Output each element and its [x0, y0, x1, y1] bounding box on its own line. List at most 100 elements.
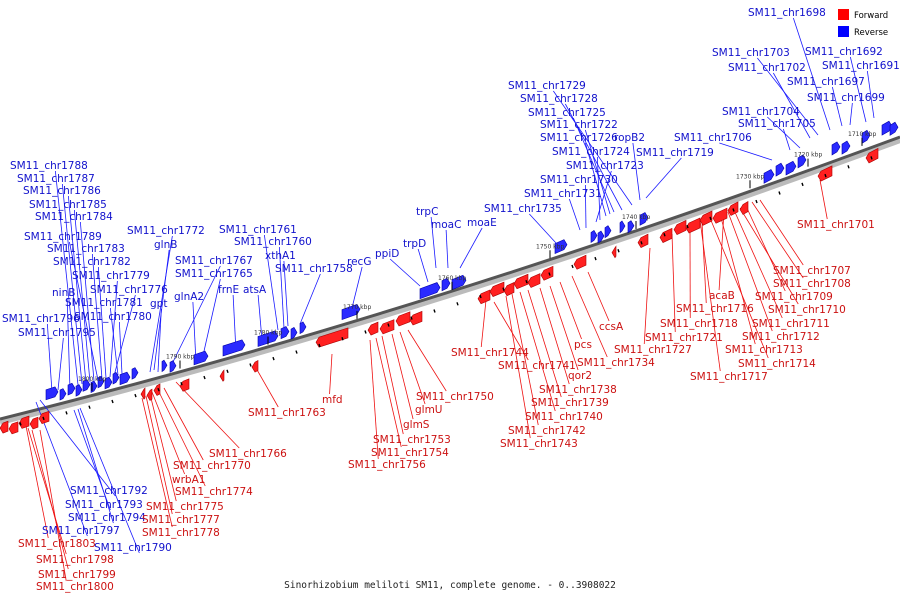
gene-label-sm11-chr1792[interactable]: SM11_chr1792 [70, 485, 148, 497]
gene-label-sm11-chr1750[interactable]: SM11_chr1750 [416, 391, 494, 403]
gene-label-sm11-chr1763[interactable]: SM11_chr1763 [248, 407, 326, 419]
gene-label-sm11-chr1743[interactable]: SM11_chr1743 [500, 438, 578, 450]
gene-arrow[interactable] [409, 310, 423, 326]
gene-arrow[interactable] [193, 350, 209, 366]
gene-label-sm11-chr1702[interactable]: SM11_chr1702 [728, 62, 806, 74]
gene-arrow[interactable] [169, 360, 177, 373]
gene-arrow[interactable] [699, 210, 713, 226]
gene-arrow[interactable] [82, 379, 91, 392]
gene-label-sm11-chr1777[interactable]: SM11_chr1777 [142, 514, 220, 526]
gene-arrow[interactable] [604, 225, 612, 239]
gene-arrow[interactable] [503, 281, 515, 297]
gene-label-glmu[interactable]: glmU [415, 404, 443, 416]
gene-arrow[interactable] [639, 212, 649, 226]
gene-arrow[interactable] [597, 230, 605, 244]
gene-label-sm11-chr1781[interactable]: SM11_chr1781 [65, 297, 143, 309]
gene-label-sm11-chr1778[interactable]: SM11_chr1778 [142, 527, 220, 539]
gene-label-moac[interactable]: moaC [431, 219, 461, 231]
gene-label-gpt[interactable]: gpt [150, 298, 167, 310]
gene-label-sm11-chr1760[interactable]: SM11_chr1760 [234, 236, 312, 248]
gene-label-trpd[interactable]: trpD [403, 238, 426, 250]
gene-label-pcs[interactable]: pcs [574, 339, 592, 351]
gene-label-sm11-chr1790[interactable]: SM11_chr1790 [94, 542, 172, 554]
gene-arrow[interactable] [573, 254, 587, 270]
gene-arrow[interactable] [379, 319, 395, 335]
gene-label-sm11-chr1788[interactable]: SM11_chr1788 [10, 160, 88, 172]
gene-label-glms[interactable]: glmS [403, 419, 430, 431]
gene-arrow[interactable] [112, 372, 120, 385]
gene-arrow[interactable] [841, 140, 851, 155]
gene-label-ccsa[interactable]: ccsA [599, 321, 624, 333]
gene-label-qor2[interactable]: qor2 [568, 370, 592, 382]
gene-arrow[interactable] [513, 273, 529, 290]
gene-label-sm11-chr1728[interactable]: SM11_chr1728 [520, 93, 598, 105]
gene-arrow[interactable] [179, 378, 190, 392]
gene-label-sm11-chr1800[interactable]: SM11_chr1800 [36, 581, 114, 593]
gene-label-sm11-chr1803[interactable]: SM11_chr1803 [18, 538, 96, 550]
gene-label-sm11-chr1787[interactable]: SM11_chr1787 [17, 173, 95, 185]
gene-label-sm11-chr1738[interactable]: SM11_chr1738 [539, 384, 617, 396]
gene-arrow[interactable] [797, 154, 807, 169]
gene-label-sm11-chr1739[interactable]: SM11_chr1739 [531, 397, 609, 409]
gene-label-sm11-chr1697[interactable]: SM11_chr1697 [787, 76, 865, 88]
gene-label-ppid[interactable]: ppiD [375, 248, 399, 260]
gene-label-wrba1[interactable]: wrbA1 [172, 474, 205, 486]
gene-label-sm11-chr1772[interactable]: SM11_chr1772 [127, 225, 205, 237]
gene-label-sm11-chr1698[interactable]: SM11_chr1698 [748, 7, 826, 19]
gene-label-sm11-chr1776[interactable]: SM11_chr1776 [90, 284, 168, 296]
gene-label-sm11-chr1794[interactable]: SM11_chr1794 [68, 512, 146, 524]
gene-arrow[interactable] [419, 282, 441, 300]
gene-label-sm11-chr1799[interactable]: SM11_chr1799 [38, 569, 116, 581]
gene-label-sm11-chr1782[interactable]: SM11_chr1782 [53, 256, 131, 268]
gene-label-sm11-chr1691[interactable]: SM11_chr1691 [822, 60, 900, 72]
gene-arrow[interactable] [619, 220, 626, 234]
gene-arrow[interactable] [367, 321, 379, 336]
gene-label-glnb[interactable]: glnB [154, 239, 177, 251]
gene-label-sm11-chr1714[interactable]: SM11_chr1714 [738, 358, 816, 370]
gene-label-sm11-chr1730[interactable]: SM11_chr1730 [540, 174, 618, 186]
gene-label-sm11-chr1717[interactable]: SM11_chr1717 [690, 371, 768, 383]
gene-arrow[interactable] [685, 217, 701, 234]
gene-label-sm11-chr1770[interactable]: SM11_chr1770 [173, 460, 251, 472]
gene-arrow[interactable] [251, 359, 259, 373]
gene-label-sm11-chr1721[interactable]: SM11_chr1721 [645, 332, 723, 344]
gene-label-sm11-chr1758[interactable]: SM11_chr1758 [275, 263, 353, 275]
gene-arrow[interactable] [637, 233, 649, 249]
gene-arrow[interactable] [489, 281, 505, 297]
gene-arrow[interactable] [611, 245, 617, 259]
gene-label-sm11-chr1722[interactable]: SM11_chr1722 [540, 119, 618, 131]
gene-arrow[interactable] [59, 388, 67, 401]
gene-arrow[interactable] [441, 277, 451, 292]
gene-label-sm11-chr1785[interactable]: SM11_chr1785 [29, 199, 107, 211]
gene-label-sm11-chr1780[interactable]: SM11_chr1780 [74, 311, 152, 323]
gene-label-sm11-chr1756[interactable]: SM11_chr1756 [348, 459, 426, 471]
gene-label-sm11-chr1729[interactable]: SM11_chr1729 [508, 80, 586, 92]
gene-arrow[interactable] [299, 321, 307, 335]
gene-arrow[interactable] [540, 265, 554, 281]
gene-arrow[interactable] [554, 239, 568, 255]
gene-label-sm11-chr1705[interactable]: SM11_chr1705 [738, 118, 816, 130]
gene-label-sm11-chr1741[interactable]: SM11_chr1741 [498, 360, 576, 372]
gene-label-sm11-chr1754[interactable]: SM11_chr1754 [371, 447, 449, 459]
gene-arrow[interactable] [673, 219, 687, 235]
gene-label-ropb2[interactable]: ropB2 [614, 132, 645, 144]
gene-arrow[interactable] [153, 383, 161, 396]
gene-label-sm11-chr1726[interactable]: SM11_chr1726 [540, 132, 618, 144]
gene-label-sm11-chr1761[interactable]: SM11_chr1761 [219, 224, 297, 236]
gene-label-sm11-chr1709[interactable]: SM11_chr1709 [755, 291, 833, 303]
gene-label-sm11-chr1724[interactable]: SM11_chr1724 [552, 146, 630, 158]
gene-label-sm11-chr1703[interactable]: SM11_chr1703 [712, 47, 790, 59]
gene-label-sm11-chr1740[interactable]: SM11_chr1740 [525, 411, 603, 423]
gene-label-sm11-chr1798[interactable]: SM11_chr1798 [36, 554, 114, 566]
gene-label-moae[interactable]: moaE [467, 217, 497, 229]
gene-label-sm11-chr1783[interactable]: SM11_chr1783 [47, 243, 125, 255]
gene-label-sm11-chr1774[interactable]: SM11_chr1774 [175, 486, 253, 498]
gene-label-sm11-chr1742[interactable]: SM11_chr1742 [508, 425, 586, 437]
gene-label-ninb[interactable]: ninB [52, 287, 75, 299]
gene-label-sm11-chr1797[interactable]: SM11_chr1797 [42, 525, 120, 537]
gene-label-sm11-chr1796[interactable]: SM11_chr1796 [2, 313, 80, 325]
gene-label-frne[interactable]: frnE [218, 284, 239, 296]
gene-arrow[interactable] [527, 273, 541, 288]
gene-arrow[interactable] [831, 141, 841, 156]
gene-arrow[interactable] [161, 359, 168, 373]
